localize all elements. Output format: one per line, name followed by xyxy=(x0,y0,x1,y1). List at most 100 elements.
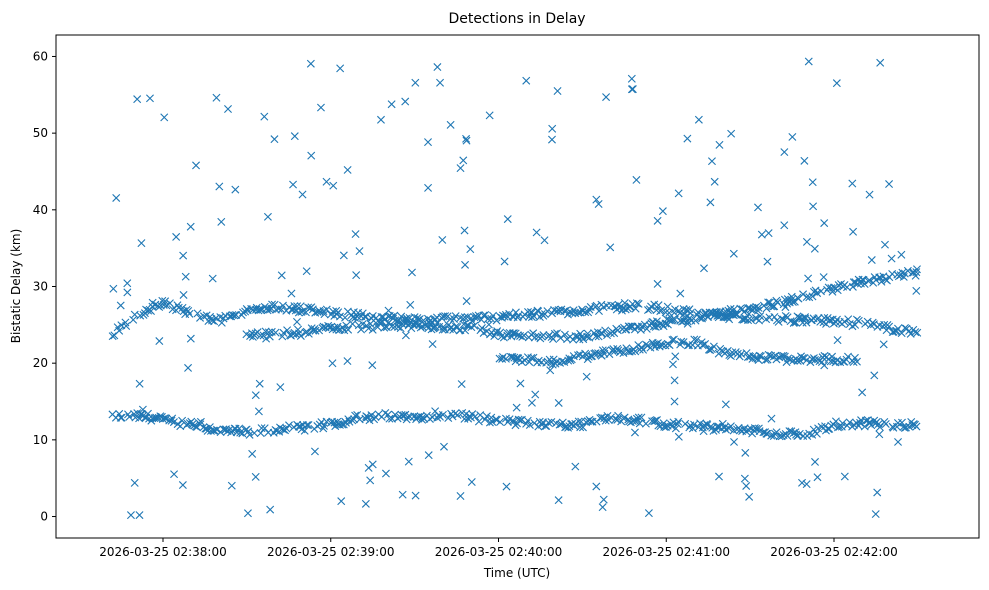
detection-point xyxy=(424,183,433,192)
detection-point xyxy=(756,352,765,361)
detection-point xyxy=(462,134,471,143)
detection-point xyxy=(112,193,121,202)
detection-point xyxy=(176,422,185,431)
detection-point xyxy=(601,326,610,335)
detection-point xyxy=(586,417,595,426)
detection-point xyxy=(653,279,662,288)
detection-point xyxy=(721,400,730,409)
detection-point xyxy=(831,318,840,327)
detection-point xyxy=(676,316,685,325)
detection-point xyxy=(696,419,705,428)
detection-point xyxy=(694,115,703,124)
detection-point xyxy=(882,276,891,285)
x-tick-label: 2026-03-25 02:41:00 xyxy=(603,545,730,559)
detection-point xyxy=(227,481,236,490)
detection-point xyxy=(880,320,889,329)
detection-point xyxy=(554,398,563,407)
detection-point xyxy=(539,331,548,340)
detection-point xyxy=(172,232,181,241)
detection-point xyxy=(230,311,239,320)
detection-point xyxy=(649,318,658,327)
detection-point xyxy=(438,410,447,419)
detection-point xyxy=(713,422,722,431)
detection-point xyxy=(631,347,640,356)
detection-point xyxy=(501,354,510,363)
detection-point xyxy=(715,140,724,149)
detection-point xyxy=(845,418,854,427)
detection-point xyxy=(546,366,555,375)
detection-point xyxy=(543,307,552,316)
detection-point xyxy=(811,457,820,466)
detection-point xyxy=(764,350,773,359)
detection-point xyxy=(562,422,571,431)
detection-point xyxy=(865,419,874,428)
detection-point xyxy=(913,328,922,337)
detection-point xyxy=(591,349,600,358)
detection-point xyxy=(130,478,139,487)
detection-point xyxy=(431,407,440,416)
detection-point xyxy=(160,113,169,122)
detection-point xyxy=(594,200,603,208)
detection-point xyxy=(290,132,299,141)
detection-point xyxy=(856,418,865,427)
detection-point xyxy=(364,463,373,472)
detection-point xyxy=(287,289,296,298)
detection-point xyxy=(367,411,376,420)
detection-point xyxy=(260,424,269,433)
detection-point xyxy=(138,405,147,414)
detection-point xyxy=(265,332,274,341)
detection-point xyxy=(270,135,279,144)
detection-point xyxy=(343,165,352,174)
detection-point xyxy=(158,415,167,424)
detection-point xyxy=(527,313,536,322)
detection-point xyxy=(598,503,607,512)
detection-point xyxy=(804,57,813,66)
detection-point xyxy=(527,354,536,363)
detection-point xyxy=(787,296,796,304)
detection-point xyxy=(341,313,350,322)
detection-point xyxy=(424,451,433,460)
detection-point xyxy=(278,301,287,310)
detection-point xyxy=(670,397,679,406)
detection-point xyxy=(912,422,921,431)
detection-point xyxy=(282,424,291,433)
detection-point xyxy=(332,325,341,334)
detection-point xyxy=(610,329,619,338)
detection-point xyxy=(485,418,494,427)
detection-point xyxy=(854,316,863,325)
detection-point xyxy=(466,245,475,254)
detection-point xyxy=(460,414,469,423)
detection-point xyxy=(514,311,523,320)
detection-point xyxy=(628,85,637,94)
detection-point xyxy=(470,321,479,330)
detection-point xyxy=(378,317,387,326)
detection-point xyxy=(870,371,879,380)
detection-point xyxy=(571,419,580,428)
data-points xyxy=(108,57,922,520)
detection-point xyxy=(334,308,343,317)
detection-point xyxy=(322,177,331,186)
detection-point xyxy=(627,85,636,94)
detection-point xyxy=(336,64,345,73)
detection-point xyxy=(802,237,811,246)
detection-point xyxy=(368,361,377,370)
detection-point xyxy=(307,151,316,160)
detection-point xyxy=(433,63,442,72)
detection-point xyxy=(699,310,708,319)
detection-point xyxy=(747,316,756,324)
detection-point xyxy=(767,414,776,423)
detection-point xyxy=(849,358,858,367)
detection-point xyxy=(592,195,601,204)
detection-point xyxy=(810,244,819,253)
detection-point xyxy=(762,304,771,313)
detection-point xyxy=(360,312,369,321)
detection-point xyxy=(519,331,528,340)
detection-point xyxy=(460,226,469,235)
detection-point xyxy=(352,271,361,280)
detection-point xyxy=(186,222,195,231)
detection-point xyxy=(255,379,264,388)
detection-point xyxy=(263,212,272,221)
detection-point xyxy=(444,414,453,423)
detection-point xyxy=(710,177,719,186)
